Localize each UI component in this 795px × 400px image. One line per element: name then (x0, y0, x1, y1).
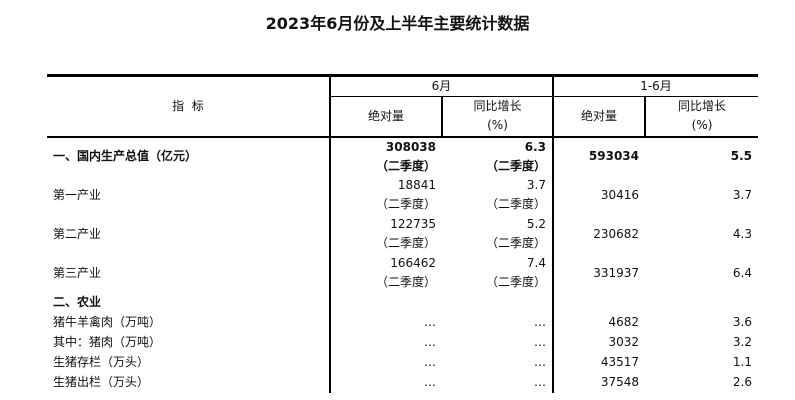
june-abs: … (329, 372, 442, 393)
june-abs: … (329, 352, 442, 373)
row-name: 一、国内生产总值（亿元） (53, 149, 198, 163)
row-name: 生猪出栏（万头） (53, 375, 150, 389)
june-abs: 18841 （二季度） (329, 175, 442, 215)
row-name: 猪牛羊禽肉（万吨） (53, 315, 162, 329)
june-abs: 166462 （二季度） (329, 253, 442, 293)
header-indicator: 指 标 (47, 74, 330, 138)
table-row: 第一产业 18841 （二季度） 3.7 （二季度） 30416 3.7 (47, 175, 758, 215)
ytd-abs: 230682 (552, 214, 645, 254)
ytd-abs: 43517 (552, 352, 645, 373)
ytd-abs: 331937 (552, 253, 645, 293)
header-june-abs: 绝对量 (329, 96, 442, 138)
june-abs: … (329, 312, 442, 333)
row-name: 生猪存栏（万头） (53, 355, 150, 369)
header-ytd: 1-6月 (552, 74, 758, 97)
table-row: 第三产业 166462 （二季度） 7.4 （二季度） 331937 6.4 (47, 253, 758, 293)
ytd-yoy: 3.7 (732, 187, 752, 202)
ytd-yoy: 1.1 (732, 355, 752, 369)
june-abs: … (329, 332, 442, 353)
june-abs: 122735 （二季度） (329, 214, 442, 254)
ytd-yoy: 2.6 (732, 375, 752, 389)
ytd-yoy: 4.3 (732, 226, 752, 241)
ytd-abs: 4682 (552, 312, 645, 333)
row-name: 第三产业 (53, 265, 102, 280)
row-name: 其中：猪肉（万吨） (53, 335, 162, 349)
june-yoy: … (534, 335, 546, 349)
ytd-yoy: 6.4 (732, 265, 752, 280)
table-row: 生猪出栏（万头） … … 37548 2.6 (47, 372, 758, 393)
row-name: 第一产业 (53, 187, 102, 202)
section-agriculture: 二、农业 (53, 295, 102, 309)
page-title: 2023年6月份及上半年主要统计数据 (265, 14, 530, 33)
ytd-yoy: 3.6 (732, 315, 752, 329)
june-yoy: … (534, 375, 546, 389)
header-june: 6月 (329, 74, 553, 97)
ytd-yoy: 3.2 (732, 335, 752, 349)
ytd-abs: 593034 (552, 136, 645, 176)
june-yoy: 6.3 （二季度） (485, 139, 546, 173)
june-abs: 308038 （二季度） (329, 136, 442, 176)
june-yoy: … (534, 355, 546, 369)
ytd-abs: 3032 (552, 332, 645, 353)
ytd-abs: 30416 (552, 175, 645, 215)
table-row: 一、国内生产总值（亿元） 308038 （二季度） 6.3 （二季度） 593034… (47, 136, 758, 176)
june-yoy: 3.7 （二季度） (485, 178, 546, 211)
table-row: 其中：猪肉（万吨） … … 3032 3.2 (47, 332, 758, 353)
header-ytd-abs: 绝对量 (552, 96, 645, 138)
header-june-yoy: 同比增长 (%) (441, 96, 553, 138)
stats-table: 指 标 6月 1-6月 绝对量 同比增长 (%) 绝对量 同比增长 (%) 一、国内… (47, 74, 758, 393)
table-row: 第二产业 122735 （二季度） 5.2 （二季度） 230682 4.3 (47, 214, 758, 254)
ytd-yoy: 5.5 (730, 149, 752, 163)
june-yoy: 7.4 （二季度） (485, 256, 546, 289)
header-ytd-yoy: 同比增长 (%) (644, 96, 758, 138)
ytd-abs: 37548 (552, 372, 645, 393)
table-row: 生猪存栏（万头） … … 43517 1.1 (47, 352, 758, 373)
june-yoy: … (534, 315, 546, 329)
table-row: 猪牛羊禽肉（万吨） … … 4682 3.6 (47, 312, 758, 333)
june-yoy: 5.2 （二季度） (485, 217, 546, 250)
row-name: 第二产业 (53, 226, 102, 241)
